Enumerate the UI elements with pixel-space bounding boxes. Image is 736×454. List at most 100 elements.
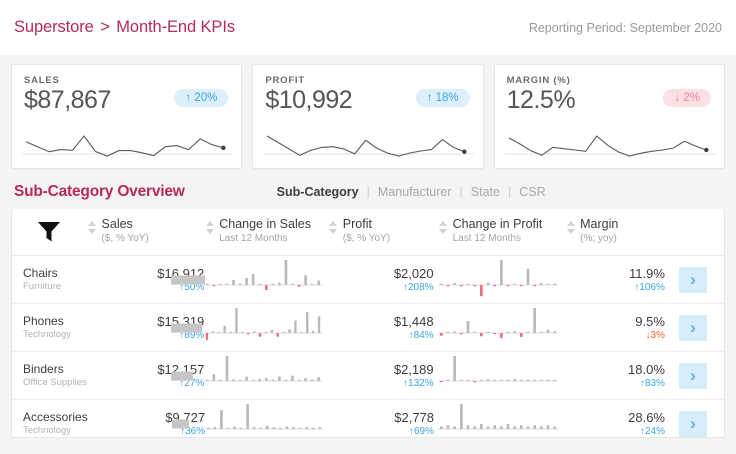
change-in-profit-sparkline — [438, 400, 565, 437]
tab-sub-category[interactable]: Sub-Category — [276, 185, 359, 199]
breadcrumb-current[interactable]: Month-End KPIs — [116, 18, 235, 36]
chevron-right-icon[interactable]: › — [678, 314, 707, 341]
row-action-cell: › — [675, 352, 724, 399]
kpi-sparkline — [22, 128, 234, 162]
breadcrumb[interactable]: Superstore > Month-End KPIs — [14, 18, 235, 37]
row-category: Furniture — [23, 281, 62, 292]
margin-value: 9.5% — [635, 313, 665, 329]
sort-arrows-icon[interactable] — [328, 221, 339, 234]
margin-value: 28.6% — [628, 409, 665, 425]
kpi-card-sales[interactable]: SALES $87,867 ↑ 20% — [11, 64, 243, 169]
row-name-cell[interactable]: Chairs Furniture — [12, 256, 87, 303]
row-category: Office Supplies — [23, 377, 87, 388]
tab-separator: | — [366, 185, 370, 199]
margin-yoy: ↑83% — [639, 377, 665, 389]
kpi-delta-badge: ↑ 18% — [415, 89, 470, 107]
sales-cell: $12,157 ↑27% — [87, 352, 204, 399]
tab-separator: | — [507, 185, 512, 199]
margin-cell: 11.9% ↑106% — [565, 256, 675, 303]
change-in-profit-sparkline — [437, 304, 565, 351]
row-name: Binders — [23, 362, 64, 376]
dimension-tab-bar: Sub-Category | Manufacturer | State | CS… — [277, 185, 546, 199]
sort-arrows-icon[interactable] — [565, 221, 576, 234]
profit-yoy: ↑69% — [409, 425, 435, 437]
tab-state[interactable]: State — [470, 185, 500, 199]
column-header-profit[interactable]: Profit ($, % YoY) — [328, 217, 438, 245]
column-title: Sales — [101, 217, 133, 231]
sales-cell: $15,319 ↑89% — [87, 304, 205, 351]
column-header-margin[interactable]: Margin (%; yoy) — [565, 217, 675, 245]
change-in-sales-sparkline — [204, 304, 327, 351]
row-name-cell[interactable]: Binders Office Supplies — [12, 352, 87, 399]
profit-cell: $2,778 ↑69% — [328, 400, 438, 437]
column-subtitle: Last 12 Months — [219, 233, 288, 244]
change-in-sales-sparkline — [204, 352, 327, 399]
sort-arrows-icon[interactable] — [87, 221, 98, 234]
column-title: Change in Sales — [219, 217, 311, 231]
kpi-table: Sales ($, % YoY) Change in Sales Last 12… — [11, 209, 725, 438]
sort-arrows-icon[interactable] — [204, 221, 215, 234]
row-name: Accessories — [23, 410, 88, 424]
profit-yoy: ↑84% — [408, 329, 434, 341]
sales-yoy: ↑89% — [179, 329, 205, 341]
profit-cell: $1,448 ↑84% — [328, 304, 438, 351]
profit-value: $2,189 — [393, 361, 434, 377]
kpi-card-margin[interactable]: MARGIN (%) 12.5% ↓ 2% — [493, 64, 725, 169]
profit-cell: $2,189 ↑132% — [328, 352, 438, 399]
kpi-delta-badge: ↑ 20% — [174, 89, 229, 107]
change-in-sales-sparkline — [204, 256, 327, 303]
column-subtitle: ($, % YoY) — [342, 233, 391, 244]
row-name: Chairs — [23, 266, 58, 280]
profit-yoy: ↑132% — [403, 377, 434, 389]
sales-yoy: ↑36% — [180, 425, 206, 437]
chevron-right-icon[interactable]: › — [678, 362, 707, 389]
row-name-cell[interactable]: Accessories Technology — [12, 400, 88, 437]
table-body: Chairs Furniture $16,912 ↑50% $2,020 ↑208% 11.… — [12, 256, 724, 437]
tab-manufacturer[interactable]: Manufacturer — [377, 185, 452, 199]
column-header-sales[interactable]: Sales ($, % YoY) — [87, 217, 205, 245]
row-action-cell: › — [675, 400, 724, 437]
kpi-delta-badge: ↓ 2% — [663, 89, 711, 107]
table-row[interactable]: Binders Office Supplies $12,157 ↑27% $2,189 ↑… — [12, 352, 724, 400]
column-title: Margin — [580, 217, 619, 231]
change-in-profit-sparkline — [437, 352, 565, 399]
column-subtitle: Last 12 Months — [452, 233, 521, 244]
kpi-label: PROFIT — [265, 75, 305, 86]
sort-arrows-icon[interactable] — [438, 221, 449, 234]
row-category: Technology — [23, 425, 72, 436]
filter-button[interactable] — [12, 217, 87, 243]
kpi-card-row: SALES $87,867 ↑ 20% PROFIT $10,992 ↑ 18%… — [0, 55, 736, 169]
profit-cell: $2,020 ↑208% — [328, 256, 438, 303]
kpi-label: SALES — [24, 75, 60, 86]
margin-yoy: ↑24% — [639, 425, 665, 437]
row-name: Phones — [23, 314, 64, 328]
breadcrumb-separator: > — [100, 18, 110, 36]
column-header-change-in-profit[interactable]: Change in Profit Last 12 Months — [438, 217, 566, 245]
kpi-card-profit[interactable]: PROFIT $10,992 ↑ 18% — [252, 64, 484, 169]
chevron-right-icon[interactable]: › — [678, 266, 707, 293]
margin-cell: 9.5% ↓3% — [565, 304, 675, 351]
margin-value: 18.0% — [628, 361, 665, 377]
table-row[interactable]: Phones Technology $15,319 ↑89% $1,448 ↑84% 9.5… — [12, 304, 724, 352]
chevron-right-icon[interactable]: › — [679, 410, 707, 437]
table-row[interactable]: Accessories Technology $9,727 ↑36% $2,778 ↑69… — [12, 400, 724, 437]
sales-cell: $9,727 ↑36% — [88, 400, 206, 437]
breadcrumb-root[interactable]: Superstore — [14, 18, 94, 36]
row-category: Technology — [23, 329, 72, 340]
tab-csr[interactable]: CSR — [519, 185, 546, 199]
row-name-cell[interactable]: Phones Technology — [12, 304, 87, 351]
margin-yoy: ↑106% — [634, 281, 665, 293]
profit-value: $2,020 — [393, 265, 434, 281]
funnel-icon — [38, 222, 61, 242]
table-row[interactable]: Chairs Furniture $16,912 ↑50% $2,020 ↑208% 11.… — [12, 256, 724, 304]
reporting-period-label: Reporting Period: September 2020 — [528, 20, 722, 35]
column-title: Change in Profit — [452, 217, 543, 231]
column-header-change-in-sales[interactable]: Change in Sales Last 12 Months — [204, 217, 328, 245]
top-header-bar: Superstore > Month-End KPIs Reporting Pe… — [0, 0, 736, 55]
sales-bar — [170, 323, 205, 332]
sales-cell: $16,912 ↑50% — [87, 256, 205, 303]
section-bar: Sub-Category Overview Sub-Category | Man… — [0, 169, 736, 209]
column-title: Profit — [342, 217, 372, 231]
row-action-cell: › — [675, 256, 724, 303]
kpi-sparkline — [504, 128, 716, 162]
